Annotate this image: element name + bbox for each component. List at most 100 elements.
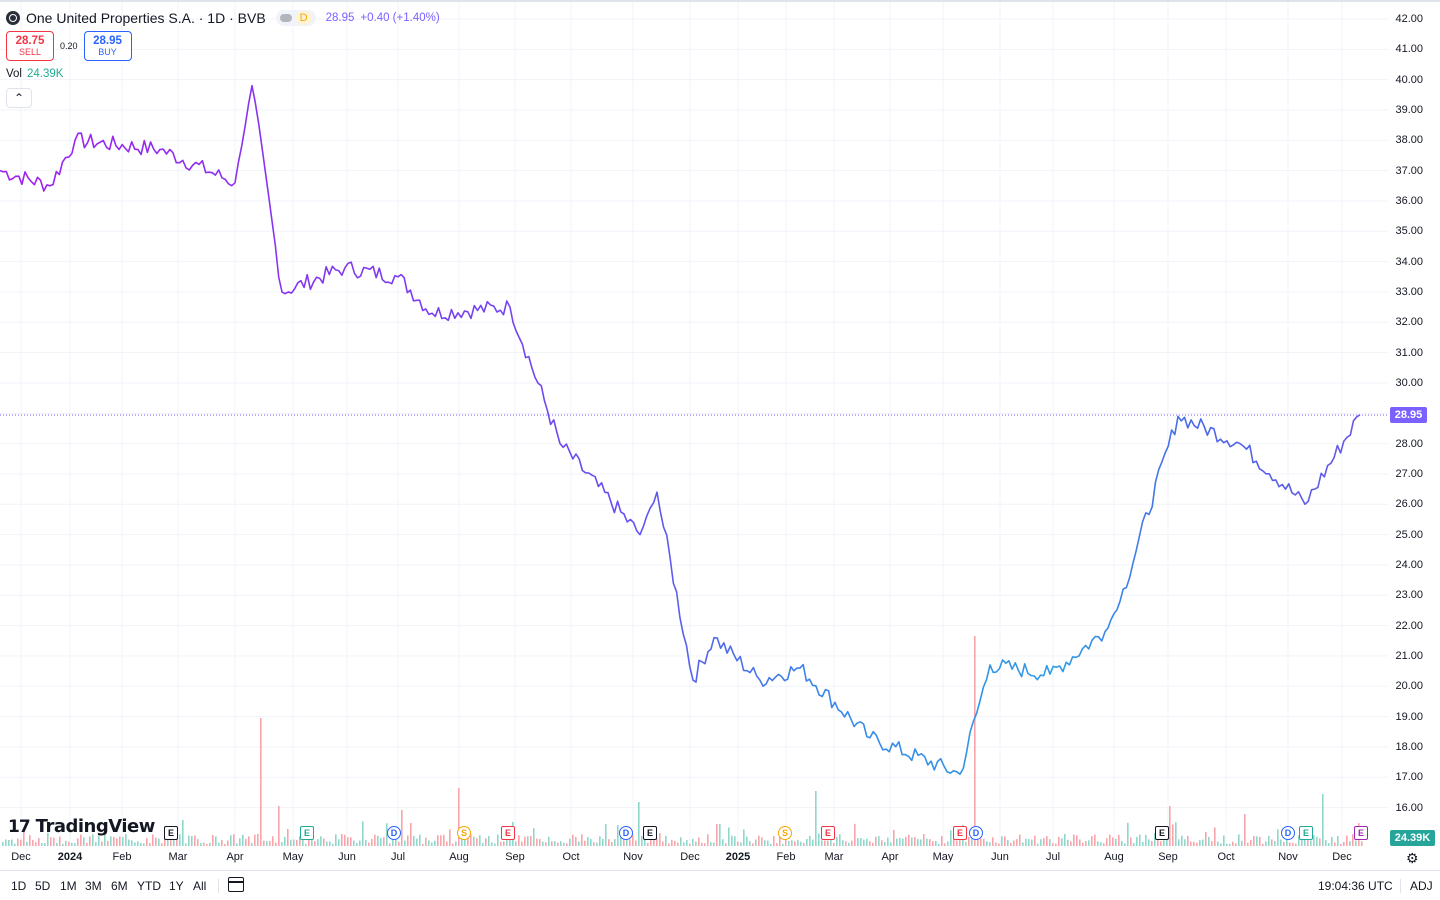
price-axis-label: 26.00 [1395,498,1423,511]
event-marker-e[interactable]: E [1155,826,1169,840]
event-marker-d[interactable]: D [387,826,401,840]
volume-bar [317,839,319,846]
price-axis-label: 16.00 [1395,801,1423,814]
volume-bar [155,837,157,846]
price-chart[interactable] [0,0,1440,870]
volume-bar [1034,835,1036,846]
event-marker-d[interactable]: D [1281,826,1295,840]
volume-bar [1304,838,1306,846]
tradingview-logo[interactable]: 17 TradingView [8,816,155,837]
volume-bar [728,827,730,846]
volume-bar [902,838,904,846]
volume-bar [968,837,970,846]
volume-bar [398,841,400,846]
volume-bar [926,838,928,846]
price-axis-label: 19.00 [1395,710,1423,723]
volume-bar [125,834,127,846]
volume-bar [362,821,364,846]
volume-bar [701,842,703,846]
volume-bar [638,802,640,846]
symbol-title[interactable]: One United Properties S.A. · 1D · BVB [26,10,266,26]
volume-bar [1202,839,1204,846]
volume-bar [134,842,136,846]
event-marker-e[interactable]: E [164,826,178,840]
volume-bar [233,834,235,846]
volume-bar [569,838,571,846]
range-1m[interactable]: 1M [60,879,77,893]
range-ytd[interactable]: YTD [137,879,161,893]
event-marker-e[interactable]: E [1299,826,1313,840]
volume-legend[interactable]: Vol 24.39K [6,68,63,80]
event-marker-e[interactable]: E [1354,826,1368,840]
volume-bar [1322,794,1324,846]
interval-pill[interactable]: D [275,10,316,26]
volume-bar [182,819,184,846]
adj-toggle[interactable]: ADJ [1410,879,1433,893]
volume-bar [530,836,532,846]
volume-bar [755,839,757,846]
time-axis-label: Nov [1278,851,1298,863]
time-axis-label: Apr [881,851,899,863]
buy-label: BUY [98,46,117,57]
volume-bar [284,836,286,846]
range-1y[interactable]: 1Y [169,879,184,893]
buy-button[interactable]: 28.95 BUY [83,31,132,61]
volume-bar [878,836,880,846]
volume-bar [758,835,760,846]
volume-bar [479,835,481,846]
time-axis-label: Mar [824,851,844,863]
sell-button[interactable]: 28.75 SELL [6,31,54,61]
volume-bar [980,838,982,846]
range-all[interactable]: All [193,879,207,893]
collapse-legend-button[interactable]: ⌃ [6,88,32,108]
event-marker-s[interactable]: S [778,826,792,840]
volume-bar [1199,840,1201,846]
volume-bar [1076,835,1078,846]
volume-bar [377,835,379,846]
event-marker-d[interactable]: D [619,826,633,840]
event-marker-d[interactable]: D [969,826,983,840]
volume-bar [596,842,598,846]
volume-bar [1217,841,1219,846]
volume-bar [440,835,442,846]
volume-bar [866,838,868,846]
range-6m[interactable]: 6M [111,879,128,893]
event-marker-e[interactable]: E [501,826,515,840]
range-3m[interactable]: 3M [85,879,102,893]
price-axis-label: 39.00 [1395,103,1423,116]
time-axis-label: Feb [776,851,796,863]
volume-bar [809,835,811,846]
settings-gear-icon[interactable]: ⚙ [1406,850,1419,866]
volume-bar [830,835,832,846]
volume-bar [323,838,325,846]
volume-bar [266,841,268,846]
event-marker-e[interactable]: E [643,826,657,840]
volume-bar [686,840,688,846]
volume-bar [995,842,997,846]
event-marker-s[interactable]: S [457,826,471,840]
volume-bar [635,840,637,846]
volume-bar [611,842,613,846]
volume-bar [1007,840,1009,846]
range-1d[interactable]: 1D [11,879,27,893]
volume-bar [782,843,784,846]
volume-bar [974,636,976,846]
utc-clock[interactable]: 19:04:36 UTC [1318,879,1393,893]
volume-bar [587,837,589,846]
volume-bar [575,836,577,846]
volume-bar [1130,837,1132,846]
event-marker-e[interactable]: E [300,826,314,840]
calendar-icon[interactable] [228,877,244,892]
volume-bar [551,841,553,846]
price-axis-label: 37.00 [1395,164,1423,177]
event-marker-e[interactable]: E [953,826,967,840]
event-marker-e[interactable]: E [821,826,835,840]
volume-bar [1001,836,1003,846]
time-axis-label: Jul [1045,851,1061,863]
range-5d[interactable]: 5D [35,879,51,893]
volume-bar [1118,834,1120,846]
status-toggle-icon [279,14,292,22]
volume-bar [35,842,37,846]
volume-bar [1166,837,1168,846]
volume-bar [404,840,406,846]
